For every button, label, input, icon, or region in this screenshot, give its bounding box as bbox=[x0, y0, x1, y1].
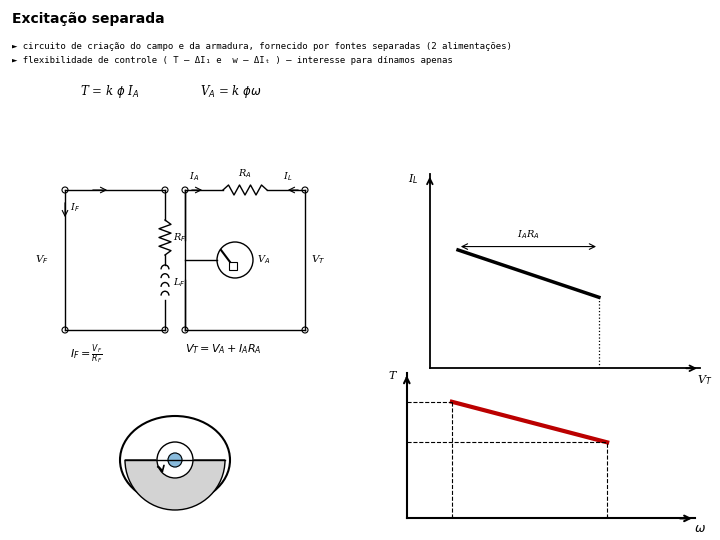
Text: V$_A$: V$_A$ bbox=[257, 254, 270, 266]
Text: I$_A$R$_A$: I$_A$R$_A$ bbox=[517, 229, 540, 241]
Text: V$_A$ = k $\phi\omega$: V$_A$ = k $\phi\omega$ bbox=[200, 83, 262, 100]
Text: I$_L$: I$_L$ bbox=[283, 170, 292, 183]
Text: I$_L$: I$_L$ bbox=[408, 172, 418, 186]
Text: $I_F = \frac{V_F}{R_F}$: $I_F = \frac{V_F}{R_F}$ bbox=[70, 342, 102, 366]
Text: R$_A$: R$_A$ bbox=[238, 167, 252, 180]
Text: V$_T$: V$_T$ bbox=[311, 254, 325, 266]
Text: T = k $\phi$ I$_A$: T = k $\phi$ I$_A$ bbox=[80, 83, 140, 100]
Circle shape bbox=[168, 453, 182, 467]
Text: T: T bbox=[388, 372, 395, 381]
Text: ► circuito de criação do campo e da armadura, fornecido por fontes separadas (2 : ► circuito de criação do campo e da arma… bbox=[12, 42, 512, 51]
Text: V$_A$: V$_A$ bbox=[592, 385, 606, 398]
Text: Excitação separada: Excitação separada bbox=[12, 12, 165, 26]
Text: V$_F$: V$_F$ bbox=[35, 254, 49, 266]
Circle shape bbox=[157, 442, 193, 478]
Text: L$_F$: L$_F$ bbox=[173, 276, 186, 289]
Text: $V_T = V_A + I_A R_A$: $V_T = V_A + I_A R_A$ bbox=[185, 342, 261, 356]
Text: R$_F$: R$_F$ bbox=[173, 231, 186, 244]
Text: $\omega$: $\omega$ bbox=[694, 522, 706, 535]
Text: I$_A$: I$_A$ bbox=[189, 170, 199, 183]
Bar bbox=[229, 262, 237, 270]
Text: ► flexibilidade de controle ( T – ΔI₁ e  w – ΔIₜ ) – interesse para dínamos apen: ► flexibilidade de controle ( T – ΔI₁ e … bbox=[12, 56, 453, 65]
Wedge shape bbox=[125, 460, 225, 510]
Text: I$_F$: I$_F$ bbox=[70, 201, 80, 214]
Text: Gerador: Gerador bbox=[500, 403, 549, 416]
Text: V$_T$: V$_T$ bbox=[697, 373, 712, 387]
